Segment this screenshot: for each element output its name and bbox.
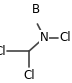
Text: Cl: Cl <box>0 45 6 58</box>
Text: Cl: Cl <box>23 69 35 82</box>
Text: B: B <box>32 3 40 16</box>
Text: N: N <box>40 31 49 44</box>
Text: Cl: Cl <box>59 31 71 44</box>
